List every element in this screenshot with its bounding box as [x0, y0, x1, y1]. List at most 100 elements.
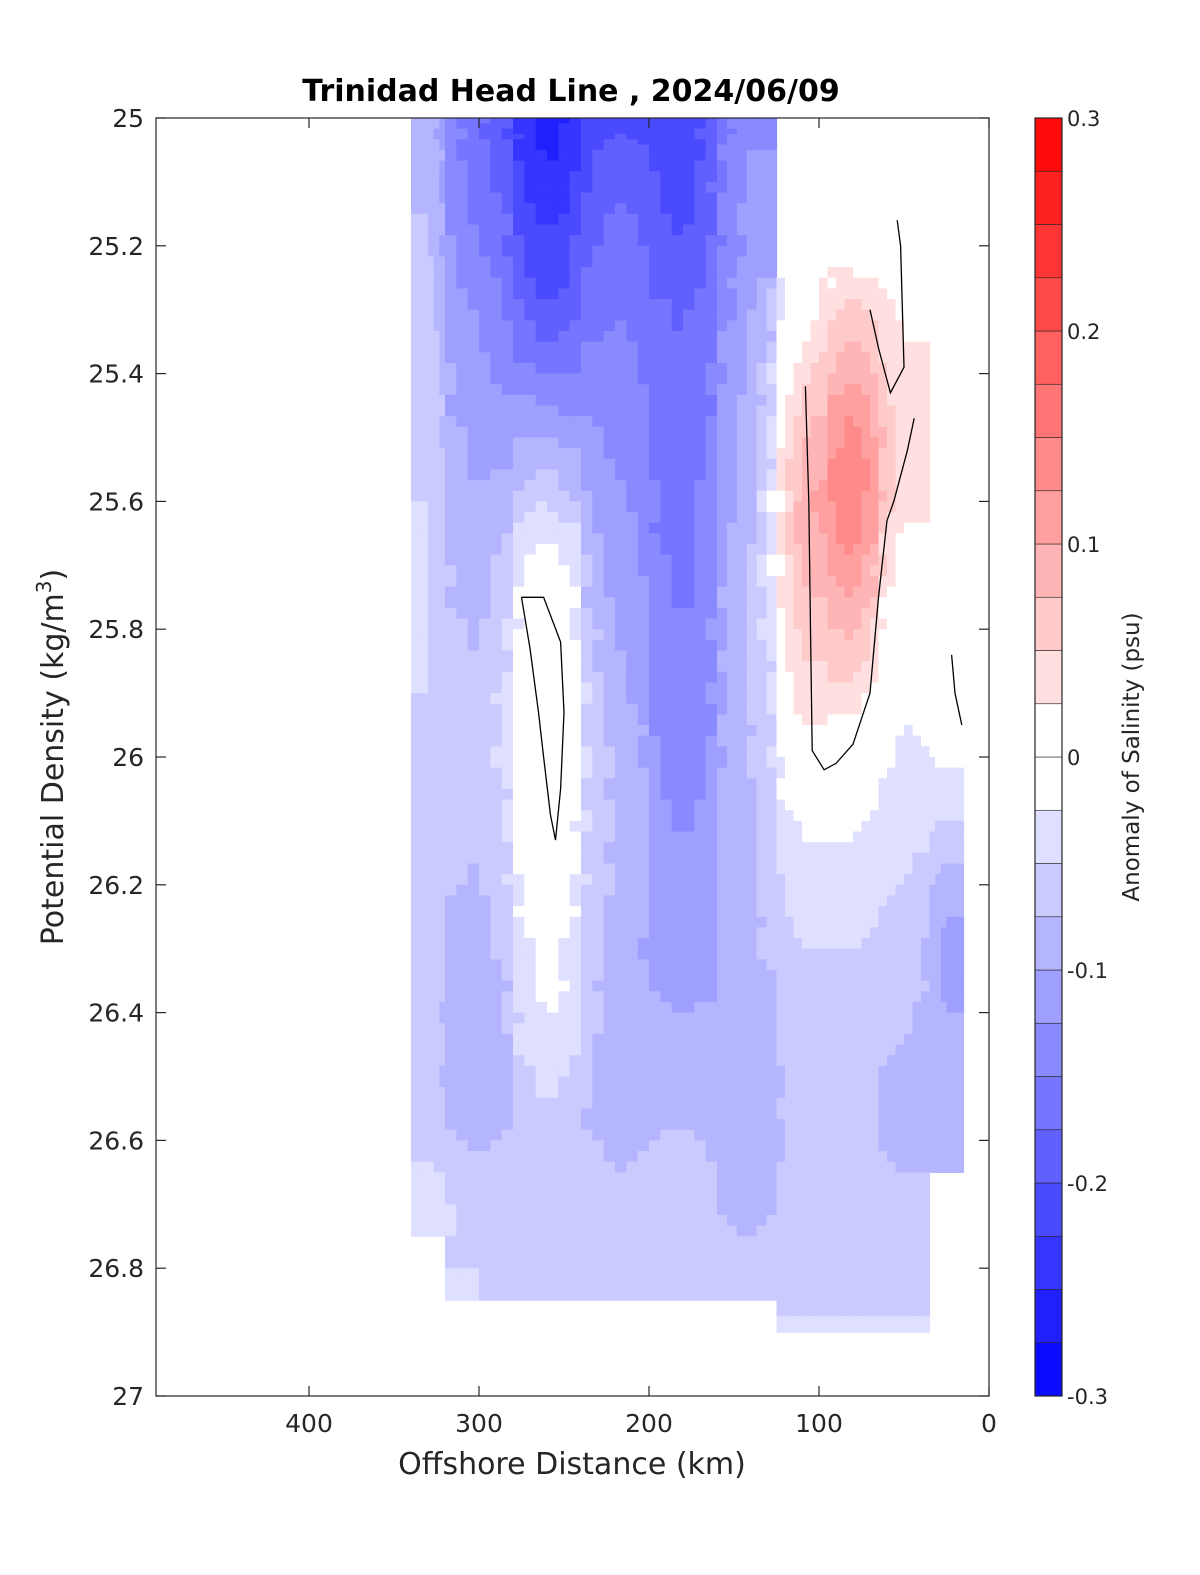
contour-cell: [904, 1023, 914, 1035]
contour-cell: [746, 213, 758, 226]
contour-cell: [501, 863, 514, 875]
contour-cell: [428, 320, 435, 332]
contour-cell: [694, 895, 707, 907]
contour-cell: [615, 160, 627, 172]
contour-cell: [844, 1012, 854, 1024]
contour-cell: [946, 842, 953, 854]
contour-cell: [428, 394, 435, 407]
contour-cell: [592, 331, 605, 343]
contour-cell: [887, 181, 897, 194]
contour-cell: [411, 554, 418, 566]
contour-cell: [929, 757, 936, 769]
contour-cell: [853, 980, 863, 992]
contour-cell: [649, 884, 661, 897]
contour-cell: [671, 874, 684, 886]
contour-cell: [793, 799, 803, 811]
contour-cell: [819, 916, 829, 928]
contour-cell: [717, 426, 728, 439]
contour-cell: [671, 618, 684, 630]
contour-cell: [904, 416, 914, 428]
contour-cell: [766, 618, 778, 630]
contour-cell: [895, 597, 905, 609]
contour-cell: [887, 575, 897, 588]
contour-cell: [535, 916, 548, 928]
contour-cell: [456, 916, 469, 928]
contour-cell: [895, 735, 905, 747]
contour-cell: [547, 123, 559, 130]
contour-cell: [827, 469, 837, 481]
contour-cell: [952, 948, 959, 960]
contour-cell: [524, 906, 537, 918]
contour-cell: [827, 448, 837, 460]
contour-cell: [649, 714, 661, 726]
contour-cell: [717, 1023, 728, 1035]
contour-cell: [422, 123, 429, 130]
contour-cell: [912, 607, 922, 620]
contour-cell: [736, 970, 748, 982]
contour-cell: [467, 746, 480, 758]
contour-cell: [456, 938, 469, 950]
contour-cell: [592, 991, 605, 1003]
contour-cell: [921, 533, 931, 545]
contour-cell: [428, 181, 435, 194]
contour-cell: [726, 405, 738, 417]
contour-cell: [887, 725, 897, 737]
contour-cell: [456, 842, 469, 854]
contour-cell: [422, 767, 429, 779]
contour-cell: [422, 863, 429, 875]
contour-cell: [785, 948, 795, 960]
contour-cell: [416, 181, 423, 194]
contour-cell: [411, 373, 418, 385]
contour-cell: [836, 874, 846, 886]
contour-cell: [671, 133, 684, 140]
contour-cell: [785, 618, 795, 630]
contour-cell: [581, 139, 593, 146]
contour-cell: [785, 661, 795, 673]
contour-cell: [694, 618, 707, 630]
contour-cell: [946, 852, 953, 865]
contour-cell: [717, 831, 728, 843]
contour-cell: [547, 128, 559, 135]
contour-cell: [581, 682, 593, 694]
contour-cell: [649, 416, 661, 428]
contour-cell: [626, 991, 639, 1003]
contour-cell: [802, 746, 812, 758]
contour-cell: [479, 458, 491, 471]
contour-cell: [411, 256, 418, 268]
contour-cell: [878, 820, 888, 833]
contour-cell: [853, 448, 863, 460]
contour-cell: [746, 448, 758, 460]
contour-cell: [535, 235, 548, 247]
contour-cell: [827, 277, 837, 289]
contour-cell: [603, 607, 616, 620]
contour-cell: [827, 309, 837, 321]
contour-cell: [861, 554, 871, 566]
contour-cell: [726, 757, 738, 769]
contour-cell: [844, 245, 854, 258]
contour-cell: [853, 533, 863, 545]
contour-cell: [581, 133, 593, 140]
contour-cell: [793, 384, 803, 396]
contour-cell: [705, 437, 718, 449]
contour-cell: [501, 586, 514, 598]
contour-cell: [746, 938, 758, 950]
contour-cell: [827, 352, 837, 364]
contour-cell: [456, 1076, 469, 1088]
contour-cell: [592, 118, 605, 124]
contour-cell: [513, 144, 525, 151]
contour-cell: [705, 725, 718, 737]
contour-cell: [717, 810, 728, 822]
contour-cell: [524, 118, 537, 124]
contour-cell: [660, 133, 673, 140]
contour-cell: [547, 661, 559, 673]
contour-cell: [592, 1012, 605, 1024]
contour-cell: [844, 852, 854, 865]
contour-cell: [746, 288, 758, 300]
contour-cell: [626, 309, 639, 321]
contour-cell: [861, 767, 871, 779]
contour-cell: [535, 714, 548, 726]
contour-cell: [581, 213, 593, 226]
contour-cell: [861, 299, 871, 311]
contour-cell: [736, 288, 748, 300]
contour-cell: [952, 970, 959, 982]
